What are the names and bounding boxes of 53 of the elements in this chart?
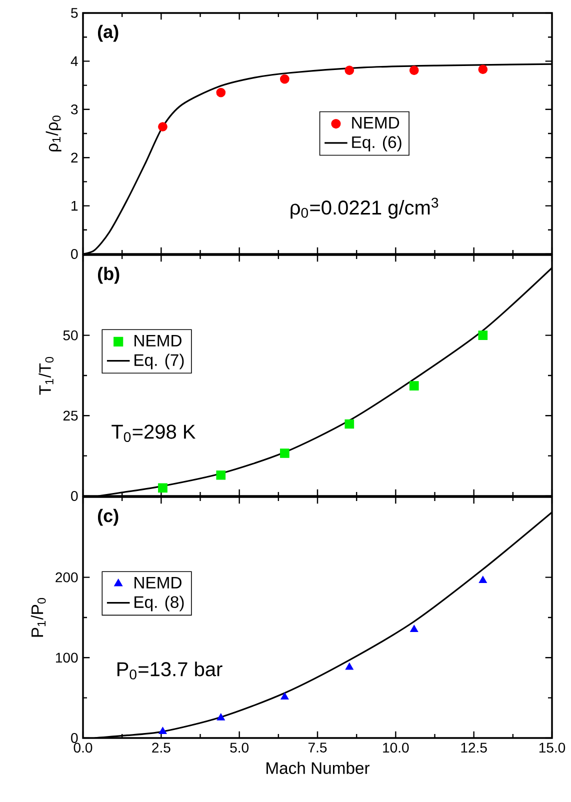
y-tick-label: 5 (71, 8, 78, 18)
y-tick-label: 100 (56, 652, 78, 663)
x-tick-label: 5.0 (230, 742, 249, 753)
y-tick-label: 0 (71, 491, 78, 501)
legend-label: Eq. (8) (134, 596, 184, 612)
y-axis-title: ρ$_{1}$/ρ$_{0}$ (46, 116, 62, 152)
y-axis-title: P$_{1}$/P$_{0}$ (30, 598, 46, 637)
point (280, 448, 290, 458)
point (478, 64, 488, 74)
annotation: (a) (98, 24, 118, 42)
point (280, 74, 290, 84)
point (410, 624, 418, 632)
point (280, 692, 289, 700)
point (158, 483, 168, 493)
legend-label: NEMD (134, 334, 182, 346)
annotation: (c) (98, 508, 118, 526)
x-tick-label: 12.5 (461, 742, 487, 753)
point (409, 381, 419, 390)
y-tick-label: 1 (72, 200, 78, 211)
y-tick-label: 2 (71, 152, 78, 162)
annotation: P$_{0}$=13.7 bar (117, 662, 222, 680)
point (344, 66, 354, 76)
legend-label: Eq. (7) (134, 354, 184, 370)
annotation: (b) (98, 266, 120, 284)
y-tick-label: 0 (71, 249, 78, 259)
x-tick-label: 10.0 (383, 742, 409, 753)
y-tick-label: 50 (63, 330, 78, 340)
point (158, 726, 167, 734)
point (478, 330, 488, 340)
annotation: T$_{0}$=298 K (112, 424, 196, 442)
y-tick-label: 4 (70, 56, 78, 66)
point (216, 713, 225, 720)
point (344, 419, 354, 429)
annotation: ρ$_{0}$=0.0221 g/cm$^{3}$ (290, 198, 438, 219)
x-tick-label: 7.5 (308, 742, 327, 752)
y-tick-label: 3 (71, 104, 78, 114)
point (345, 662, 354, 670)
legend-label: Eq. (6) (352, 136, 402, 152)
y-tick-label: 0 (71, 733, 78, 743)
legend-label: NEMD (134, 576, 182, 588)
y-axis-title: T$_{1}$/T$_{0}$ (38, 356, 54, 395)
point (158, 122, 168, 132)
y-tick-label: 25 (63, 410, 78, 421)
x-tick-label: 2.5 (152, 742, 170, 753)
y-tick-label: 200 (56, 572, 78, 582)
x-tick-label: 15.0 (539, 742, 566, 753)
point (216, 88, 226, 98)
point (216, 470, 226, 480)
point (478, 576, 487, 584)
point (409, 66, 419, 76)
legend-label: NEMD (352, 117, 400, 129)
x-axis-title: Mach Number (266, 762, 370, 774)
x-tick-label: 0.0 (74, 742, 92, 753)
